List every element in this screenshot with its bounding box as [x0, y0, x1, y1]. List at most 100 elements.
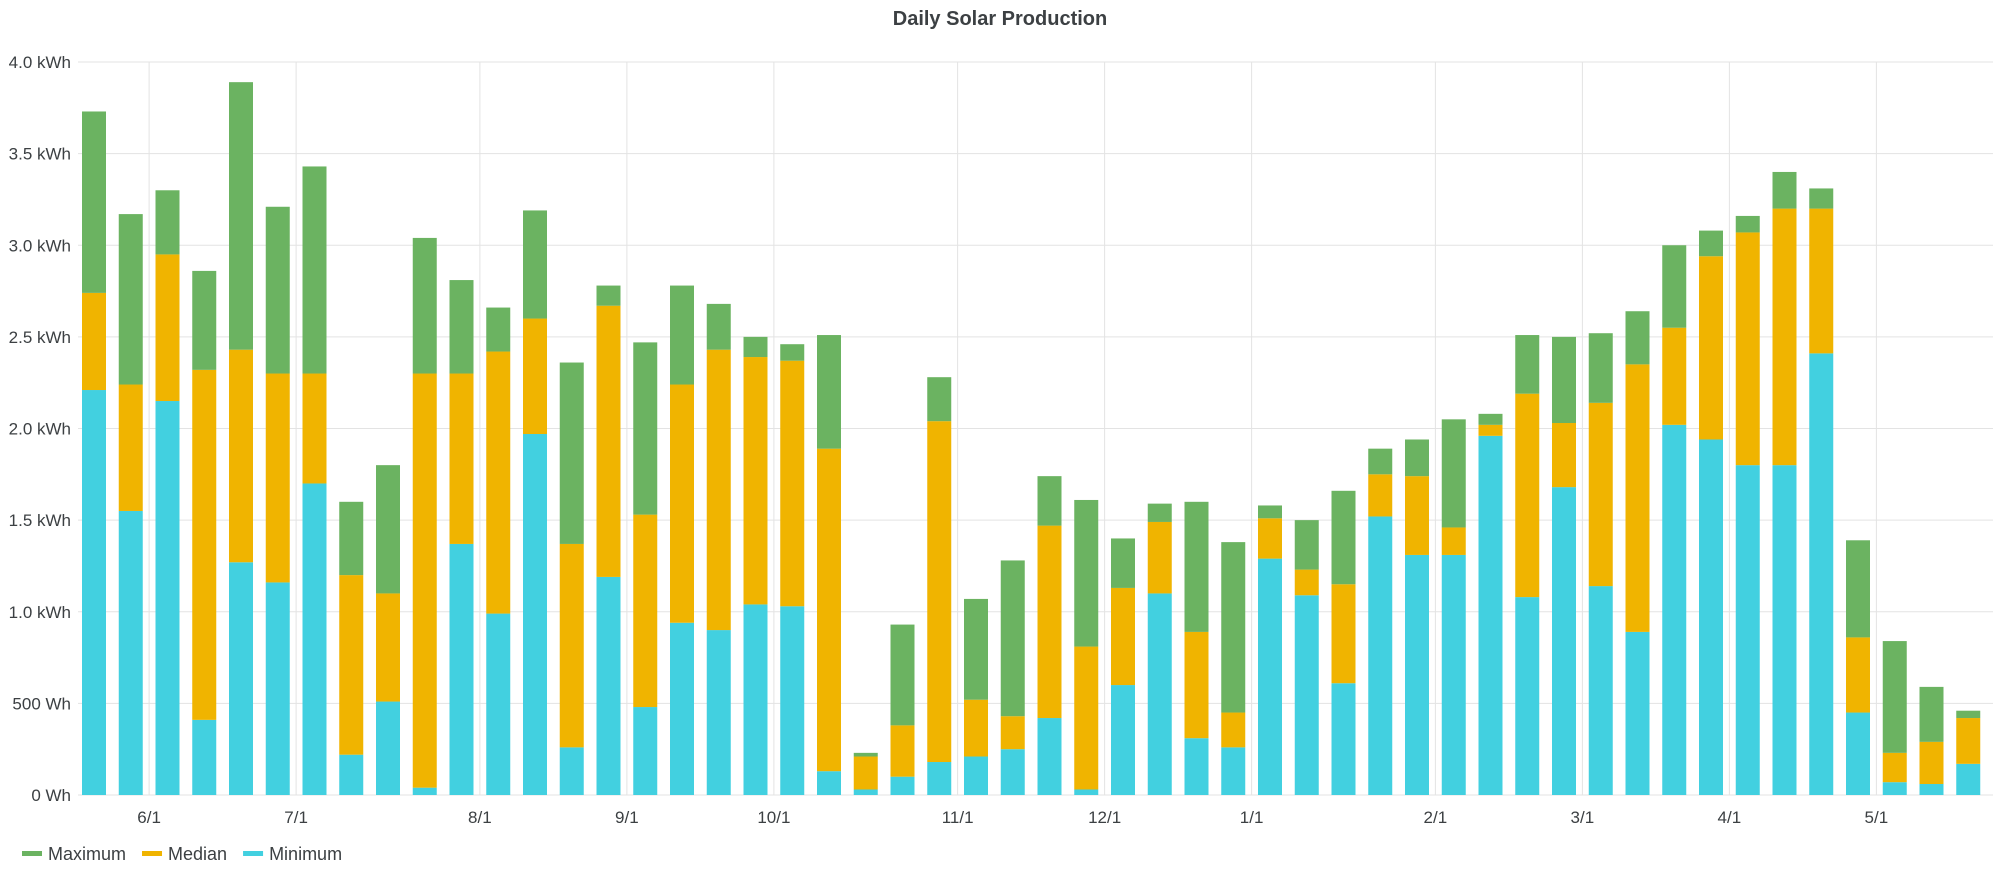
bar-minimum-19[interactable]: [780, 606, 805, 795]
bar-minimum-28[interactable]: [1111, 685, 1135, 795]
bar-maximum-5[interactable]: [265, 206, 290, 374]
bar-maximum-51[interactable]: [1956, 710, 1981, 719]
bar-minimum-17[interactable]: [706, 630, 731, 795]
bar-minimum-8[interactable]: [376, 701, 400, 795]
bar-minimum-34[interactable]: [1331, 683, 1356, 795]
bar-median-40[interactable]: [1552, 423, 1576, 488]
bar-minimum-51[interactable]: [1956, 763, 1981, 795]
bar-minimum-39[interactable]: [1515, 597, 1540, 795]
bar-maximum-29[interactable]: [1147, 503, 1172, 522]
bar-median-34[interactable]: [1331, 584, 1356, 684]
bar-maximum-19[interactable]: [780, 344, 805, 361]
bar-minimum-48[interactable]: [1846, 712, 1870, 795]
bar-minimum-1[interactable]: [118, 510, 143, 795]
bar-median-1[interactable]: [118, 384, 143, 511]
bar-maximum-49[interactable]: [1882, 641, 1907, 753]
bar-minimum-23[interactable]: [927, 762, 952, 795]
bar-median-37[interactable]: [1441, 527, 1466, 555]
bar-median-44[interactable]: [1699, 256, 1723, 440]
bar-maximum-17[interactable]: [706, 303, 731, 350]
bar-minimum-45[interactable]: [1735, 465, 1760, 795]
bar-minimum-13[interactable]: [559, 747, 584, 795]
bar-median-9[interactable]: [412, 373, 437, 788]
bar-maximum-14[interactable]: [596, 285, 621, 306]
bar-median-38[interactable]: [1478, 424, 1503, 436]
bar-minimum-50[interactable]: [1919, 784, 1944, 795]
bar-median-35[interactable]: [1368, 474, 1393, 517]
bar-minimum-22[interactable]: [890, 776, 915, 795]
bar-median-39[interactable]: [1515, 393, 1540, 598]
bar-median-33[interactable]: [1294, 569, 1319, 596]
bar-maximum-47[interactable]: [1809, 188, 1834, 209]
bar-maximum-37[interactable]: [1441, 419, 1466, 528]
bar-median-45[interactable]: [1735, 232, 1760, 466]
bar-median-29[interactable]: [1147, 521, 1172, 594]
bar-maximum-31[interactable]: [1221, 542, 1246, 713]
bar-median-4[interactable]: [229, 349, 253, 563]
bar-median-16[interactable]: [670, 384, 694, 623]
bar-median-3[interactable]: [192, 369, 217, 720]
bar-median-27[interactable]: [1074, 646, 1099, 790]
bar-minimum-0[interactable]: [82, 390, 106, 795]
bar-maximum-18[interactable]: [743, 336, 768, 358]
bar-median-20[interactable]: [817, 448, 841, 772]
bar-median-26[interactable]: [1037, 525, 1062, 719]
bar-maximum-27[interactable]: [1074, 499, 1099, 647]
bar-minimum-44[interactable]: [1699, 439, 1723, 795]
bar-median-30[interactable]: [1184, 631, 1209, 739]
bar-maximum-3[interactable]: [192, 270, 217, 370]
bar-minimum-26[interactable]: [1037, 718, 1062, 795]
bar-minimum-24[interactable]: [964, 756, 988, 795]
bar-maximum-33[interactable]: [1294, 520, 1319, 570]
bar-minimum-38[interactable]: [1478, 435, 1503, 795]
bar-maximum-8[interactable]: [376, 465, 400, 594]
bar-minimum-18[interactable]: [743, 604, 768, 795]
bar-minimum-29[interactable]: [1147, 593, 1172, 795]
bar-median-47[interactable]: [1809, 208, 1834, 354]
bar-median-18[interactable]: [743, 357, 768, 605]
bar-minimum-40[interactable]: [1552, 487, 1576, 795]
bar-median-5[interactable]: [265, 373, 290, 583]
bar-median-31[interactable]: [1221, 712, 1246, 748]
legend-item-median[interactable]: Median: [142, 844, 227, 864]
bar-maximum-42[interactable]: [1625, 311, 1650, 365]
bar-minimum-15[interactable]: [633, 707, 658, 795]
bar-minimum-5[interactable]: [265, 582, 290, 795]
bar-maximum-23[interactable]: [927, 377, 952, 422]
bar-maximum-39[interactable]: [1515, 335, 1540, 394]
bar-maximum-30[interactable]: [1184, 501, 1209, 632]
bar-minimum-4[interactable]: [229, 562, 253, 795]
bar-maximum-4[interactable]: [229, 82, 253, 350]
bar-minimum-9[interactable]: [412, 787, 437, 795]
bar-minimum-20[interactable]: [817, 771, 841, 795]
bar-median-12[interactable]: [523, 318, 547, 434]
bar-maximum-11[interactable]: [486, 307, 511, 352]
bar-minimum-3[interactable]: [192, 719, 217, 795]
bar-maximum-7[interactable]: [339, 501, 364, 576]
bar-minimum-49[interactable]: [1882, 782, 1907, 795]
bar-maximum-10[interactable]: [449, 280, 474, 374]
bar-maximum-44[interactable]: [1699, 230, 1723, 257]
bar-median-6[interactable]: [302, 373, 327, 484]
bar-maximum-21[interactable]: [853, 752, 878, 757]
bar-minimum-43[interactable]: [1662, 424, 1687, 795]
bar-median-51[interactable]: [1956, 718, 1981, 764]
bar-maximum-22[interactable]: [890, 624, 915, 726]
bar-minimum-30[interactable]: [1184, 738, 1209, 795]
bar-maximum-50[interactable]: [1919, 686, 1944, 742]
bar-minimum-27[interactable]: [1074, 789, 1099, 795]
bar-maximum-12[interactable]: [523, 210, 547, 319]
bar-median-13[interactable]: [559, 543, 584, 748]
legend-item-minimum[interactable]: Minimum: [243, 844, 342, 864]
bar-maximum-24[interactable]: [964, 598, 988, 700]
bar-minimum-47[interactable]: [1809, 353, 1834, 795]
bar-maximum-0[interactable]: [82, 111, 106, 293]
bar-maximum-6[interactable]: [302, 166, 327, 374]
bar-median-22[interactable]: [890, 725, 915, 777]
bar-maximum-40[interactable]: [1552, 336, 1576, 424]
bar-median-17[interactable]: [706, 349, 731, 631]
bar-minimum-7[interactable]: [339, 754, 364, 795]
bar-median-0[interactable]: [82, 292, 106, 391]
bar-median-42[interactable]: [1625, 364, 1650, 632]
bar-maximum-32[interactable]: [1258, 505, 1282, 519]
